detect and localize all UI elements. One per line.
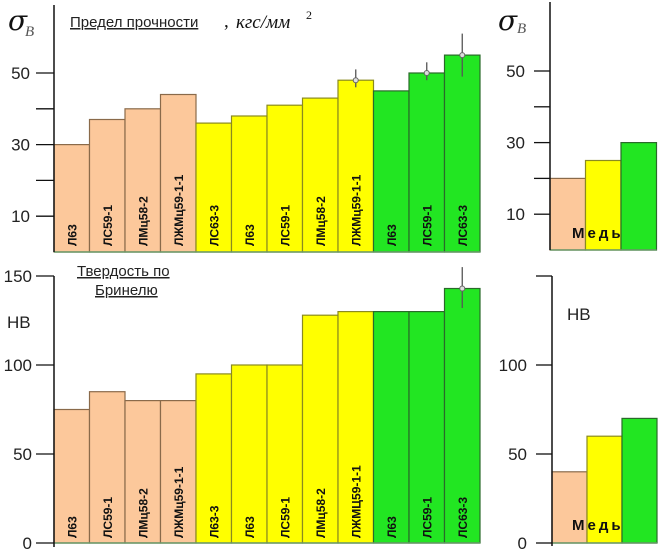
bar-label-hardness-alloys-2: ЛМц58-2 <box>136 488 150 538</box>
y-tick-label-strength-copper-0: 10 <box>506 205 525 224</box>
y-tick-label-hardness-copper-2: 100 <box>499 356 527 375</box>
bar-label-hardness-alloys-7: ЛМц58-2 <box>314 488 328 538</box>
bar-label-strength-alloys-7: ЛМц58-2 <box>314 196 328 246</box>
y-tick-label-hardness-alloys-0: 0 <box>23 534 32 553</box>
bar-hardness-alloys-11 <box>443 287 481 544</box>
bar-strength-copper-1 <box>584 159 622 251</box>
y-tick-label-strength-alloys-2: 50 <box>11 64 30 83</box>
bar-hardness-alloys-5 <box>230 364 268 544</box>
bar-strength-alloys-6 <box>266 104 304 253</box>
hardness-title-line1: Твердость по <box>77 263 170 280</box>
bar-hardness-alloys-4 <box>195 373 233 544</box>
bar-hardness-alloys-2 <box>124 400 162 544</box>
hardness-title-line2: Бринелю <box>95 282 158 299</box>
bar-hardness-alloys-6 <box>266 364 304 544</box>
error-marker-hardness-alloys-11 <box>459 285 466 292</box>
bar-label-strength-alloys-2: ЛМц58-2 <box>136 196 150 246</box>
bar-label-hardness-alloys-10: ЛС59-1 <box>420 497 434 538</box>
error-marker-strength-alloys-10 <box>423 70 430 76</box>
bar-label-hardness-alloys-4: Л63-3 <box>207 505 221 538</box>
bar-label-hardness-alloys-5: Л63 <box>243 516 257 538</box>
bar-hardness-alloys-3 <box>159 400 197 544</box>
error-marker-strength-alloys-11 <box>459 52 466 59</box>
strength-unit: кгс/мм <box>236 12 290 33</box>
bar-strength-alloys-8 <box>337 79 375 253</box>
bar-strength-copper-2 <box>620 142 658 251</box>
y-tick-label-strength-alloys-0: 10 <box>11 207 30 226</box>
hb-label-left: HB <box>7 313 31 332</box>
bar-strength-alloys-7 <box>301 97 339 253</box>
sigma-symbol-top-left: σ <box>8 4 28 37</box>
bar-hardness-alloys-9 <box>372 311 410 544</box>
bar-hardness-alloys-7 <box>301 314 339 544</box>
bar-label-strength-alloys-8: ЛЖМц59-1-1 <box>349 174 363 246</box>
strength-title: Предел прочности <box>70 14 198 31</box>
bar-strength-alloys-4 <box>195 122 233 253</box>
sigma-subscript-top-left: B <box>25 24 34 40</box>
y-tick-label-hardness-alloys-3: 150 <box>4 267 32 286</box>
strength-unit-exponent: 2 <box>306 8 312 22</box>
bar-label-strength-alloys-1: ЛС59-1 <box>101 205 115 246</box>
bar-strength-alloys-5 <box>230 115 268 253</box>
y-tick-label-hardness-copper-1: 50 <box>508 445 527 464</box>
bar-label-strength-alloys-4: ЛС63-3 <box>207 205 221 246</box>
y-tick-label-hardness-alloys-1: 50 <box>13 445 32 464</box>
copper-label-bottom: Медь <box>572 517 624 534</box>
error-marker-strength-alloys-8 <box>352 77 359 84</box>
bar-label-hardness-alloys-1: ЛС59-1 <box>101 497 115 538</box>
bar-strength-alloys-2 <box>124 108 162 253</box>
bar-label-hardness-alloys-8: ЛЖМЦ59-1-1 <box>349 465 363 538</box>
bar-label-strength-alloys-11: ЛС63-3 <box>456 205 470 246</box>
bar-hardness-alloys-10 <box>408 311 446 544</box>
y-tick-label-hardness-copper-0: 0 <box>518 534 527 553</box>
y-tick-label-strength-copper-2: 50 <box>506 62 525 81</box>
bar-label-hardness-alloys-0: Л63 <box>65 516 79 538</box>
bar-hardness-alloys-1 <box>88 391 126 544</box>
chart-marks: Л63 ЛС59-1 ЛМц58-2 ЛЖМц59-1-1 ЛС63-3 Л63 ЛС59-… <box>4 2 658 553</box>
y-tick-label-strength-copper-1: 30 <box>506 134 525 153</box>
bar-label-hardness-alloys-9: Л63 <box>385 516 399 538</box>
bar-label-strength-alloys-5: Л63 <box>243 224 257 246</box>
bar-strength-alloys-10 <box>408 72 446 253</box>
bar-strength-copper-0 <box>549 177 587 251</box>
sigma-subscript-top-right: B <box>517 21 526 37</box>
bar-label-strength-alloys-0: Л63 <box>65 224 79 246</box>
bar-label-hardness-alloys-3: ЛЖМц59-1-1 <box>172 466 186 538</box>
hb-label-right: HB <box>567 305 591 324</box>
copper-label-top: Медь <box>572 225 624 242</box>
sigma-symbol-top-right: σ <box>498 4 518 37</box>
y-tick-label-hardness-alloys-2: 100 <box>4 356 32 375</box>
bar-label-strength-alloys-10: ЛС59-1 <box>420 205 434 246</box>
bar-label-strength-alloys-6: ЛС59-1 <box>278 205 292 246</box>
bar-label-hardness-alloys-6: ЛС59-1 <box>278 497 292 538</box>
bar-hardness-copper-2 <box>621 417 658 544</box>
bar-label-hardness-alloys-11: ЛС63-3 <box>456 497 470 538</box>
bar-label-strength-alloys-3: ЛЖМц59-1-1 <box>172 174 186 246</box>
strength-title-comma: , <box>224 11 229 32</box>
bar-hardness-alloys-0 <box>53 408 91 544</box>
bar-strength-alloys-11 <box>443 54 481 253</box>
bar-hardness-copper-1 <box>586 435 623 544</box>
bar-label-strength-alloys-9: Л63 <box>385 224 399 246</box>
y-tick-label-strength-alloys-1: 30 <box>11 136 30 155</box>
